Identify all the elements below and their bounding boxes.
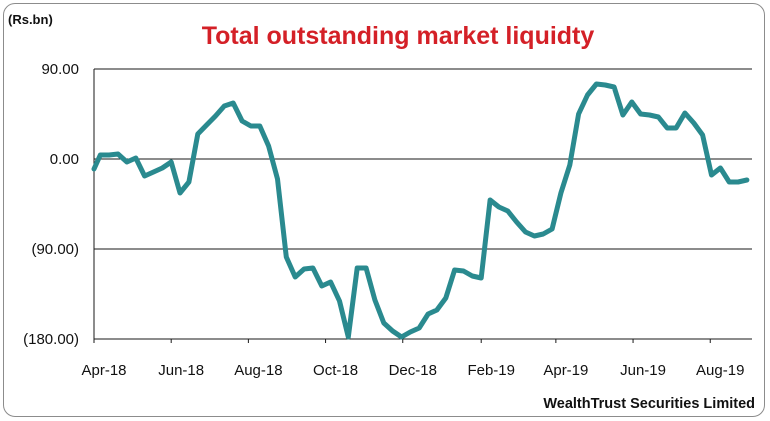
y-tick-label: (90.00) xyxy=(31,241,79,258)
x-tick-label: Apr-19 xyxy=(543,362,588,379)
x-tick-label: Oct-18 xyxy=(313,362,358,379)
x-tick-labels: Apr-18 Jun-18 Aug-18 Oct-18 Dec-18 Feb-19 Apr-… xyxy=(81,362,744,379)
x-tick-label: Jun-18 xyxy=(158,362,204,379)
series xyxy=(91,81,750,340)
chart-frame xyxy=(3,3,765,417)
source-label: WealthTrust Securities Limited xyxy=(543,396,755,412)
chart-title: Total outstanding market liquidty xyxy=(202,22,595,50)
y-tick-label: 90.00 xyxy=(41,61,79,78)
x-tick-label: Feb-19 xyxy=(467,362,515,379)
x-tick-label: Aug-18 xyxy=(234,362,282,379)
y-tick-labels: 90.00 0.00 (90.00) (180.00) xyxy=(23,61,79,348)
x-tick-label: Jun-19 xyxy=(620,362,666,379)
y-unit-label: (Rs.bn) xyxy=(8,12,53,27)
axes xyxy=(93,69,752,343)
series-line xyxy=(91,81,750,340)
grid xyxy=(94,68,752,340)
y-tick-label: 0.00 xyxy=(50,151,79,168)
x-tick-label: Dec-18 xyxy=(389,362,437,379)
x-tick-label: Aug-19 xyxy=(696,362,744,379)
x-tick-label: Apr-18 xyxy=(81,362,126,379)
y-tick-label: (180.00) xyxy=(23,331,79,348)
